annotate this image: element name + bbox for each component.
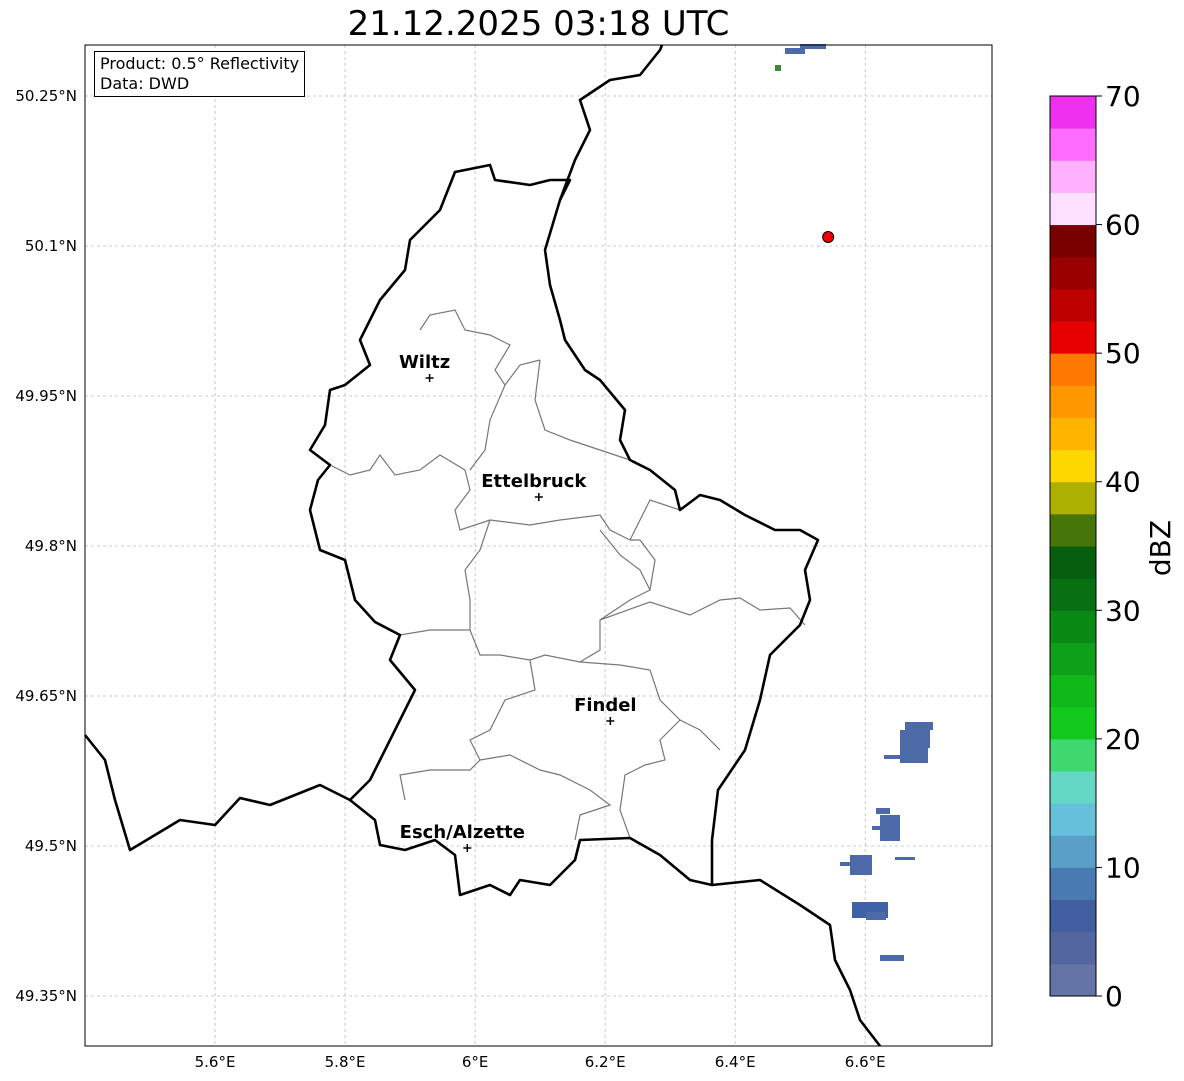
- colorbar-tick-label: 20: [1105, 723, 1141, 756]
- colorbar-segment: [1050, 256, 1096, 290]
- y-tick-label: 49.8°N: [25, 537, 77, 555]
- colorbar-segment: [1050, 96, 1096, 129]
- colorbar-segment: [1050, 385, 1096, 418]
- colorbar-segment: [1050, 417, 1096, 451]
- colorbar-segment: [1050, 128, 1096, 161]
- y-tick-label: 49.65°N: [15, 687, 77, 705]
- colorbar-tick-label: 0: [1105, 980, 1123, 1013]
- colorbar-segment: [1050, 674, 1096, 708]
- colorbar-label: dBZ: [1144, 520, 1177, 576]
- city-marker-icon: [425, 374, 434, 382]
- city-marker-icon: [606, 717, 615, 725]
- x-tick-label: 6.6°E: [845, 1053, 886, 1071]
- colorbar-tick-label: 10: [1105, 851, 1141, 884]
- country-borders: [83, 44, 882, 1047]
- colorbar-tick-label: 30: [1105, 594, 1141, 627]
- axis-ticks: 5.6°E 5.8°E 6°E 6.2°E 6.4°E 6.6°E 50.25°N 50.1°…: [15, 87, 885, 1071]
- colorbar-segment: [1050, 642, 1096, 676]
- y-tick-label: 50.1°N: [25, 237, 77, 255]
- colorbar-segment: [1050, 835, 1096, 868]
- colorbar-tick-label: 60: [1105, 209, 1141, 242]
- canton-borders: [329, 309, 806, 841]
- map-title: 21.12.2025 03:18 UTC: [347, 4, 730, 44]
- x-tick-label: 6°E: [462, 1053, 489, 1071]
- colorbar-segment: [1050, 931, 1096, 965]
- gridlines: [85, 45, 992, 1046]
- colorbar-segment: [1050, 771, 1096, 804]
- colorbar-segment: [1050, 899, 1096, 933]
- y-tick-label: 49.5°N: [25, 837, 77, 855]
- colorbar-segment: [1050, 546, 1096, 579]
- colorbar: 0 10 20 30 40 50 60 70 dBZ: [1049, 80, 1177, 1013]
- colorbar-tick-label: 40: [1105, 466, 1141, 499]
- luxembourg-border: [308, 163, 820, 897]
- x-tick-label: 5.6°E: [195, 1053, 236, 1071]
- x-tick-label: 5.8°E: [325, 1053, 366, 1071]
- y-tick-label: 49.95°N: [15, 387, 77, 405]
- product-info-box: Product: 0.5° Reflectivity Data: DWD: [94, 51, 306, 97]
- city-label: Wiltz: [399, 352, 450, 373]
- city-label: Esch/Alzette: [400, 822, 525, 843]
- city-markers: Wiltz Ettelbruck Findel Esch/Alzette: [399, 352, 637, 852]
- colorbar-segment: [1050, 963, 1096, 997]
- colorbar-segment: [1050, 578, 1096, 611]
- data-source-label: Data: DWD: [100, 74, 190, 93]
- radar-site-marker: [822, 231, 835, 243]
- y-tick-label: 49.35°N: [15, 987, 77, 1005]
- colorbar-segment: [1050, 192, 1096, 226]
- radar-echoes: [775, 44, 933, 961]
- colorbar-tick-label: 70: [1105, 80, 1141, 113]
- colorbar-segment: [1050, 353, 1096, 386]
- colorbar-segment: [1050, 513, 1096, 547]
- colorbar-segment: [1050, 706, 1096, 740]
- x-tick-label: 6.2°E: [585, 1053, 626, 1071]
- y-tick-label: 50.25°N: [15, 87, 77, 105]
- city-label: Ettelbruck: [481, 471, 587, 492]
- colorbar-frame: [1049, 95, 1097, 997]
- x-tick-label: 6.4°E: [715, 1053, 756, 1071]
- colorbar-segment: [1050, 610, 1096, 643]
- colorbar-segment: [1050, 321, 1096, 354]
- colorbar-segment: [1050, 803, 1096, 836]
- colorbar-segment: [1050, 481, 1096, 515]
- city-marker-icon: [463, 844, 472, 852]
- colorbar-tick-label: 50: [1105, 337, 1141, 370]
- map-frame: [84, 44, 993, 1047]
- colorbar-segment: [1050, 738, 1096, 772]
- colorbar-segment: [1050, 224, 1096, 258]
- city-marker-icon: [534, 493, 543, 501]
- colorbar-segment: [1050, 288, 1096, 322]
- product-label: Product: 0.5° Reflectivity: [100, 54, 300, 73]
- colorbar-segment: [1050, 449, 1096, 483]
- colorbar-segment: [1050, 867, 1096, 901]
- city-label: Findel: [574, 695, 637, 716]
- colorbar-segment: [1050, 160, 1096, 193]
